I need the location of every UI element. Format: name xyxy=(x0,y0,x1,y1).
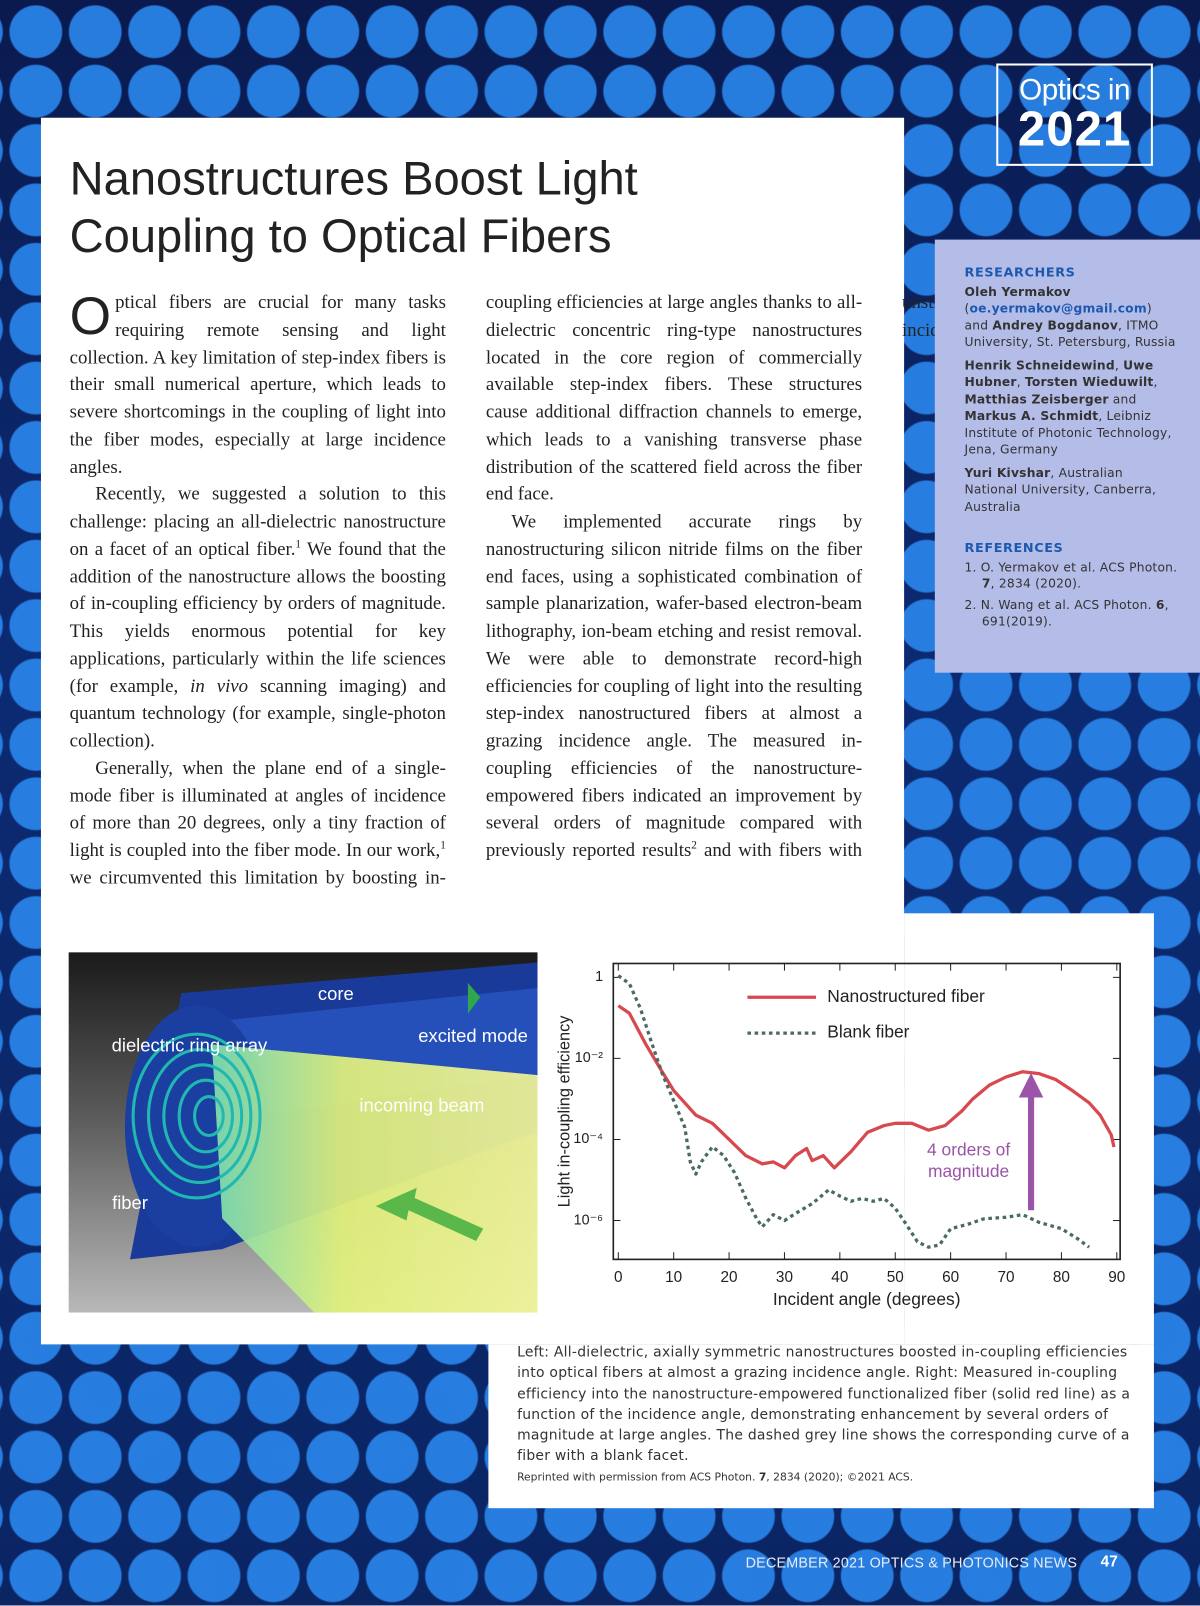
excited-mode-arrow xyxy=(467,982,481,1014)
text-b: Yuri Kivshar xyxy=(964,465,1051,480)
article-body: Optical fibers are crucial for many task… xyxy=(69,286,1200,919)
text-run: We found that the addition of the nanost… xyxy=(69,538,446,696)
y-tick-label: 10⁻⁴ xyxy=(573,1131,603,1147)
paragraph: Generally, when the plane end of a singl… xyxy=(70,289,862,919)
article-title: Nanostructures Boost Light Coupling to O… xyxy=(69,151,638,263)
page-number: 47 xyxy=(1100,1553,1118,1571)
y-tick-label: 10⁻⁶ xyxy=(574,1212,604,1228)
text-run: Optical fibers are crucial for many task… xyxy=(69,286,446,477)
text-b: Andrey Bogdanov xyxy=(992,317,1119,333)
text-run: , Australian National University, Canber… xyxy=(964,465,1157,514)
text-b: Uwe Hubner xyxy=(964,357,1154,390)
text-b: Matthias Zeisberger xyxy=(964,391,1109,406)
sidebar-heading: RESEARCHERS xyxy=(964,264,1076,280)
text-sup: 1 xyxy=(440,839,446,852)
researchers: Oleh Yermakov (oe.yermakov@gmail.com) an… xyxy=(965,283,1180,515)
x-tick-label: 20 xyxy=(721,1269,738,1286)
text-run: Reprinted with permission from ACS Photo… xyxy=(517,1471,759,1484)
legend-label: Nanostructured fiber xyxy=(827,986,985,1006)
text-b: 6 xyxy=(1155,597,1165,612)
references: 1. O. Yermakov et al. ACS Photon. 7, 283… xyxy=(965,559,1180,631)
text-run: and xyxy=(1108,391,1137,406)
illustration-label: incoming beam xyxy=(359,1095,484,1116)
annotation: magnitude xyxy=(928,1161,1009,1181)
text-i: in vivo xyxy=(190,675,249,696)
y-tick-label: 1 xyxy=(595,969,603,985)
fiber-illustration: core excited mode dielectric ring array inc… xyxy=(68,952,538,1313)
incoming-beam xyxy=(211,1044,538,1313)
text-run: ) and xyxy=(964,301,1152,333)
text-run: Generally, when the plane end of a singl… xyxy=(69,757,446,861)
caption-panel xyxy=(488,1344,1154,1509)
x-tick-label: 70 xyxy=(997,1269,1014,1286)
legend-label: Blank fiber xyxy=(827,1022,909,1042)
x-tick-label: 0 xyxy=(614,1269,623,1286)
researcher-entry: Yuri Kivshar, Australian National Univer… xyxy=(965,464,1180,515)
text-run: , xyxy=(1114,357,1124,373)
y-axis-title: Light in-coupling efficiency xyxy=(556,1015,574,1208)
researcher-entry: Henrik Schneidewind, Uwe Hubner, Torsten… xyxy=(965,357,1180,458)
text-run: Recently, we suggested a solution to thi… xyxy=(69,483,446,559)
text-sup: 2 xyxy=(691,839,697,852)
badge-line: Optics in xyxy=(1019,73,1131,107)
reference-entry: 2. N. Wang et al. ACS Photon. 6, 691(201… xyxy=(965,596,1180,630)
text-run: we circumvented this limitation by boost… xyxy=(69,291,863,888)
text-run: We implemented accurate rings by nanostr… xyxy=(485,510,863,861)
x-tick-label: 30 xyxy=(776,1269,793,1286)
text-run: , 691(2019). xyxy=(981,597,1169,629)
email-link[interactable]: oe.yermakov@gmail.com xyxy=(969,301,1147,316)
series-line xyxy=(617,1004,1116,1170)
illustration-label: excited mode xyxy=(418,1025,528,1046)
figure-credit: Reprinted with permission from ACS Photo… xyxy=(517,1471,913,1483)
annotation: 4 orders of xyxy=(927,1139,1010,1159)
beam-arrow xyxy=(375,1187,484,1241)
illustration-label: fiber xyxy=(112,1192,148,1213)
reference-entry: 1. O. Yermakov et al. ACS Photon. 7, 283… xyxy=(965,559,1180,593)
paragraph: Optical fibers are crucial for many task… xyxy=(69,286,446,481)
paragraph: Recently, we suggested a solution to thi… xyxy=(70,480,446,754)
text-run: , 2834 (2020); ©2021 ACS. xyxy=(766,1471,914,1484)
text-b: 7 xyxy=(758,1471,767,1484)
x-tick-label: 10 xyxy=(665,1269,682,1286)
text-run: , xyxy=(1153,374,1158,390)
x-tick-label: 90 xyxy=(1108,1269,1125,1286)
text-b: Oleh Yermakov xyxy=(964,284,1071,299)
figure-caption: Left: All-dielectric, axially symmetric … xyxy=(517,1344,1131,1465)
sidebar: RESEARCHERS Oleh Yermakov (oe.yermakov@g… xyxy=(934,239,1200,673)
x-tick-label: 40 xyxy=(831,1269,848,1286)
chart: 0 10 20 30 40 50 60 70 80 90 1 10⁻² 10⁻⁴ 10⁻⁶ Incident… xyxy=(556,962,1125,1309)
text-run: 2. N. Wang et al. ACS Photon. xyxy=(964,597,1156,612)
illustration-label: dielectric ring array xyxy=(112,1034,268,1055)
badge-year: 2021 xyxy=(1017,102,1132,157)
text-sup: 1 xyxy=(295,538,302,551)
text-b: Torsten Wieduwilt xyxy=(1024,374,1154,390)
x-axis-title: Incident angle (degrees) xyxy=(773,1289,961,1309)
plot-frame xyxy=(612,962,1121,1261)
footer-issue: DECEMBER 2021 OPTICS & PHOTONICS NEWS xyxy=(745,1554,1078,1571)
text-run: scanning imaging) and quantum technology… xyxy=(69,675,446,751)
sidebar-heading: REFERENCES xyxy=(964,539,1064,555)
researcher-entry: Oleh Yermakov (oe.yermakov@gmail.com) an… xyxy=(965,283,1180,351)
text-b: Markus A. Schmidt xyxy=(964,408,1099,423)
x-tick-label: 60 xyxy=(942,1269,959,1286)
illustration-label: core xyxy=(318,983,354,1004)
text-run: , ITMO University, St. Petersburg, Russi… xyxy=(964,317,1176,350)
text-run: ( xyxy=(964,301,970,316)
text-run: , 2834 (2020). xyxy=(990,576,1082,591)
text-b: 7 xyxy=(981,576,991,591)
section-badge: Optics in 2021 xyxy=(996,63,1153,166)
x-tick-label: 50 xyxy=(887,1269,904,1286)
series-line xyxy=(617,974,1091,1249)
text-b: Henrik Schneidewind xyxy=(964,357,1115,373)
x-tick-label: 80 xyxy=(1053,1269,1070,1286)
text-run: , Leibniz Institute of Photonic Technolo… xyxy=(964,408,1172,457)
ring-array xyxy=(131,1032,262,1200)
text-run: , xyxy=(1016,374,1025,390)
y-tick-label: 10⁻² xyxy=(575,1050,604,1066)
text-run: 1. O. Yermakov et al. ACS Photon. xyxy=(964,559,1178,574)
